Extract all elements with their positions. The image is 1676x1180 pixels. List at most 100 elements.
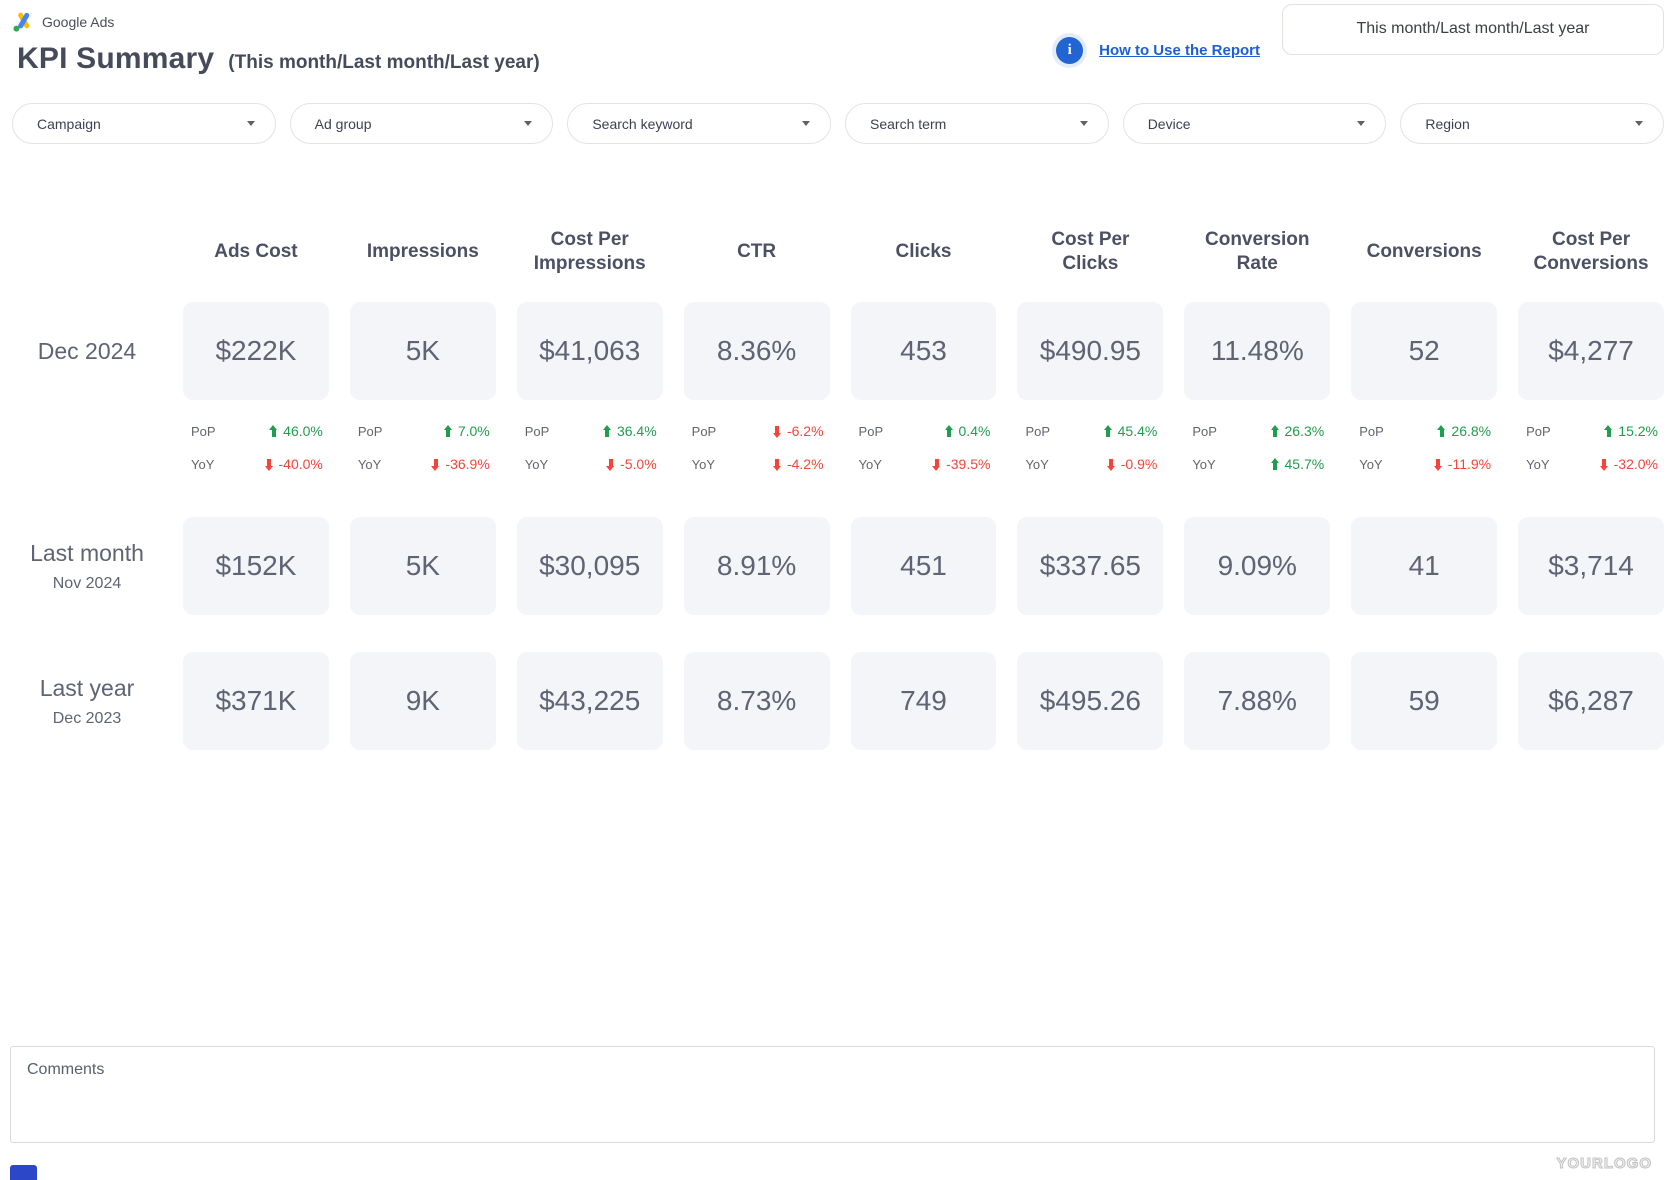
kpi-card: 8.36%	[683, 302, 830, 400]
google-ads-logo: Google Ads	[12, 10, 1664, 33]
comments-input[interactable]	[10, 1046, 1655, 1143]
kpi-value: $30,095	[539, 550, 641, 581]
arrow-up-icon	[269, 424, 278, 438]
chevron-down-icon	[802, 121, 811, 126]
metric-column-cost-per-clicks: Cost Per Clicks $490.95 PoP 45.4% YoY -0.9…	[1017, 202, 1164, 750]
filter-region[interactable]: Region	[1400, 103, 1665, 144]
filter-label: Ad group	[314, 115, 372, 132]
kpi-card: $4,277	[1518, 302, 1664, 400]
kpi-value: 5K	[405, 550, 440, 581]
arrow-up-icon	[1270, 424, 1280, 438]
delta-block: PoP 45.4% YoY -0.9%	[1017, 400, 1163, 517]
delta-block: PoP 46.0% YoY -40.0%	[183, 400, 329, 517]
filter-ad-group[interactable]: Ad group	[289, 103, 554, 144]
filter-label: Device	[1147, 115, 1191, 132]
delta-block: PoP 36.4% YoY -5.0%	[517, 400, 663, 517]
yoy-delta: -5.0%	[606, 456, 657, 472]
delta-block: PoP 7.0% YoY -36.9%	[350, 400, 496, 517]
kpi-value: 453	[900, 335, 947, 366]
kpi-card: $6,287	[1518, 652, 1664, 750]
filter-device[interactable]: Device	[1122, 103, 1387, 144]
yoy-delta: -36.9%	[431, 456, 490, 472]
filter-label: Search keyword	[592, 115, 693, 132]
arrow-down-icon	[264, 458, 274, 471]
chevron-down-icon	[1079, 121, 1088, 126]
pop-label: PoP	[691, 423, 717, 439]
footer-accent-bar	[10, 1165, 37, 1180]
kpi-value: 7.88%	[1217, 685, 1297, 716]
arrow-down-icon	[606, 458, 615, 471]
metric-column-clicks: Clicks 453 PoP 0.4% YoY -39.5% 451 749	[850, 202, 997, 750]
metric-column-ads-cost: Ads Cost $222K PoP 46.0% YoY -40.0% $152K …	[183, 202, 329, 750]
arrow-down-icon	[772, 425, 782, 438]
pop-label: PoP	[1192, 423, 1217, 439]
pop-label: PoP	[1359, 423, 1384, 439]
pop-delta: 45.4%	[1103, 423, 1157, 439]
kpi-card: $371K	[183, 652, 329, 750]
filter-label: Campaign	[37, 115, 101, 132]
kpi-card: 41	[1351, 517, 1498, 615]
kpi-value: 451	[900, 550, 947, 581]
filter-label: Search term	[870, 115, 947, 132]
kpi-card: 8.91%	[683, 517, 830, 615]
yoy-label: YoY	[691, 456, 716, 472]
column-header: Cost Per Impressions	[533, 229, 646, 274]
kpi-value: 749	[900, 685, 947, 716]
kpi-value: 8.73%	[716, 685, 797, 716]
metric-column-conversion-rate: Conversion Rate 11.48% PoP 26.3% YoY 45.7%…	[1184, 202, 1331, 750]
kpi-card: 453	[850, 302, 997, 400]
column-header: Conversions	[1366, 241, 1482, 263]
arrow-down-icon	[772, 458, 782, 471]
column-header: Clicks	[895, 241, 952, 263]
filter-campaign[interactable]: Campaign	[12, 103, 276, 144]
kpi-card: 8.73%	[683, 652, 830, 750]
chevron-down-icon	[524, 121, 533, 126]
filter-search-term[interactable]: Search term	[845, 103, 1109, 144]
delta-block: PoP 15.2% YoY -32.0%	[1518, 400, 1664, 517]
kpi-card: 59	[1351, 652, 1498, 750]
delta-block: PoP 0.4% YoY -39.5%	[851, 400, 997, 517]
arrow-down-icon	[932, 458, 941, 471]
filter-label: Region	[1425, 115, 1470, 132]
pop-label: PoP	[1526, 423, 1551, 439]
kpi-value: 9K	[405, 685, 440, 716]
pop-delta: 36.4%	[602, 423, 657, 439]
kpi-value: 52	[1408, 335, 1440, 366]
column-header: Impressions	[366, 241, 479, 263]
kpi-value: 8.36%	[716, 335, 797, 366]
yoy-label: YoY	[858, 456, 882, 472]
row-label-column: Dec 2024 Last month Nov 2024 Last year D…	[12, 202, 162, 750]
metric-column-impressions: Impressions 5K PoP 7.0% YoY -36.9% 5K 9K	[349, 202, 496, 750]
kpi-card: 5K	[349, 517, 496, 615]
delta-block: PoP 26.8% YoY -11.9%	[1351, 400, 1497, 517]
kpi-value: $6,287	[1548, 685, 1634, 716]
chevron-down-icon	[246, 121, 255, 126]
kpi-value: $3,714	[1548, 550, 1634, 581]
column-header: Conversion Rate	[1205, 229, 1310, 274]
delta-block: PoP -6.2% YoY -4.2%	[684, 400, 830, 517]
brand-name: Google Ads	[42, 13, 115, 30]
arrow-up-icon	[944, 424, 954, 438]
kpi-card: $495.26	[1017, 652, 1164, 750]
filter-search-keyword[interactable]: Search keyword	[567, 103, 832, 144]
kpi-value: 59	[1408, 685, 1440, 716]
period-selector-dropdown[interactable]: This month/Last month/Last year	[1282, 3, 1664, 55]
info-icon[interactable]: i	[1056, 37, 1084, 64]
kpi-value: $43,225	[539, 685, 641, 716]
yoy-label: YoY	[1025, 456, 1049, 472]
kpi-card: $3,714	[1518, 517, 1664, 615]
arrow-down-icon	[1106, 458, 1116, 471]
yoy-delta: -11.9%	[1433, 456, 1491, 472]
kpi-value: $495.26	[1039, 685, 1141, 716]
how-to-use-link[interactable]: How to Use the Report	[1099, 42, 1260, 59]
metric-column-cost-per-impressions: Cost Per Impressions $41,063 PoP 36.4% Yo…	[516, 202, 663, 750]
kpi-value: 11.48%	[1210, 335, 1304, 366]
yoy-label: YoY	[1359, 456, 1383, 472]
google-ads-icon	[13, 12, 30, 32]
page-subtitle: (This month/Last month/Last year)	[228, 52, 540, 73]
yoy-delta: -32.0%	[1599, 456, 1658, 472]
kpi-value: $337.65	[1039, 550, 1141, 581]
row-label-last-year: Last year Dec 2023	[39, 674, 135, 727]
yoy-label: YoY	[357, 456, 382, 472]
period-selector-value: This month/Last month/Last year	[1356, 20, 1590, 37]
